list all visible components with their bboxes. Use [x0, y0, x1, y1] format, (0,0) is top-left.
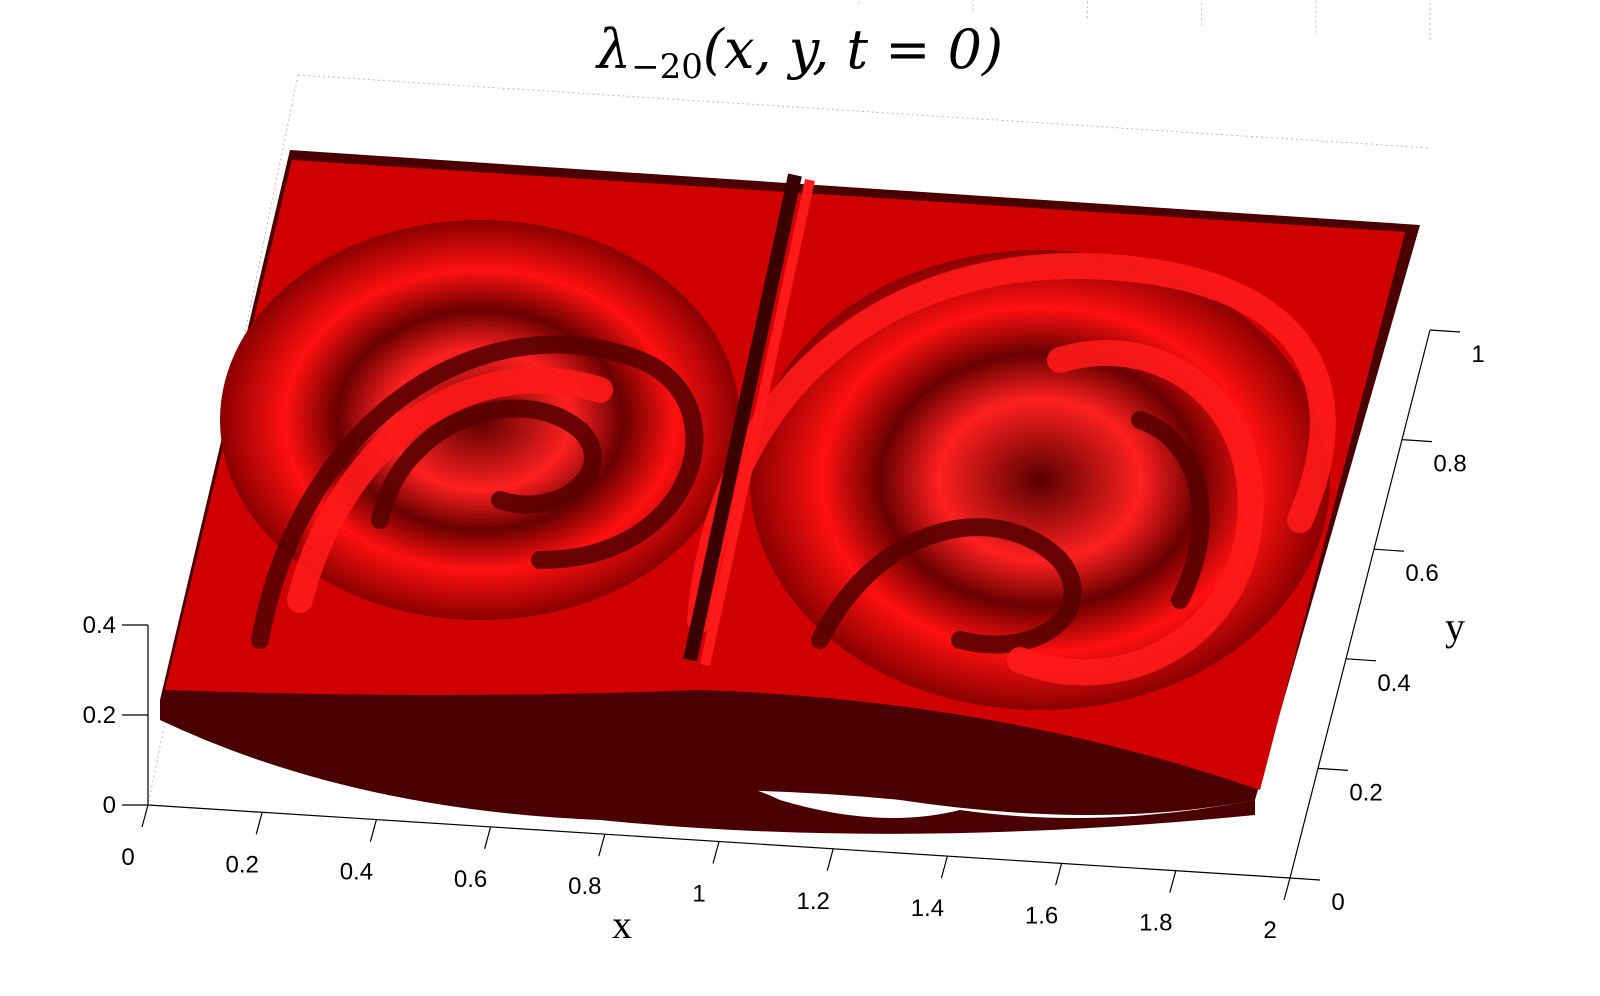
x-tick-label: 0.2 — [226, 851, 259, 878]
tick-labels: 0 0.2 0.4 0.6 0.8 1 1.2 1.4 1.6 1.8 2 0 0.2 0.4 0.6 0.8… — [83, 329, 1485, 947]
x-tick-label: 1.4 — [911, 895, 944, 922]
y-axis-line — [1289, 329, 1431, 879]
swirl-band — [1131, 411, 1210, 609]
surface-body — [160, 150, 1420, 834]
y-tick-label: 1 — [1471, 341, 1484, 368]
x-tick-mark — [484, 826, 492, 850]
y-tick-mark — [1373, 548, 1405, 552]
y-tick-label: 0.2 — [1349, 779, 1382, 806]
x-tick-mark — [255, 812, 263, 835]
y-tick-label: 0.4 — [1377, 670, 1410, 697]
center-ridge-highlight — [700, 178, 815, 667]
x-tick-mark — [1283, 877, 1291, 901]
y-tick-mark — [1289, 877, 1321, 881]
x-tick-label: 2 — [1263, 917, 1276, 944]
chart-title: λ−20(x, y, t = 0) — [0, 18, 1600, 87]
x-tick-label: 1 — [692, 881, 705, 908]
z-tick-label: 0.4 — [83, 612, 116, 639]
x-tick-mark — [940, 855, 948, 879]
x-tick-mark — [712, 841, 720, 864]
y-tick-mark — [1317, 767, 1349, 771]
x-tick-mark — [141, 804, 149, 828]
x-tick-label: 1.6 — [1025, 902, 1058, 929]
y-tick-mark — [1401, 439, 1433, 443]
y-tick-label: 0 — [1331, 889, 1344, 916]
surface-rim — [160, 700, 1255, 834]
z-tick-label: 0.2 — [83, 702, 116, 729]
x-axis-label: x — [612, 902, 632, 947]
x-tick-label: 0.4 — [340, 859, 373, 886]
swirl-band — [287, 367, 613, 613]
title-args: (x, y, t = 0) — [702, 18, 1004, 81]
y-tick-mark — [1429, 329, 1461, 333]
center-ridge — [683, 173, 802, 662]
x-tick-label: 1.2 — [797, 888, 830, 915]
x-tick-mark — [1055, 863, 1063, 886]
swirl-band — [371, 399, 602, 529]
y-tick-label: 0.8 — [1433, 451, 1466, 478]
grid-line-top — [297, 74, 1431, 149]
swirl-band — [811, 518, 1082, 654]
swirl-band — [251, 335, 704, 649]
x-tick-mark — [826, 848, 834, 871]
z-tick-label: 0 — [103, 792, 116, 819]
x-tick-label: 1.8 — [1139, 910, 1172, 937]
swirl-band — [1007, 340, 1264, 686]
y-tick-mark — [1345, 658, 1377, 662]
title-subscript: −20 — [631, 47, 703, 87]
x-tick-mark — [369, 819, 377, 842]
y-axis-label: y — [1445, 604, 1465, 649]
x-tick-label: 0.8 — [568, 873, 601, 900]
x-tick-label: 0.6 — [454, 866, 487, 893]
x-tick-mark — [1169, 870, 1177, 893]
x-tick-mark — [598, 834, 606, 857]
x-tick-label: 0 — [121, 844, 134, 871]
y-tick-label: 0.6 — [1405, 560, 1438, 587]
title-symbol: λ — [596, 18, 632, 81]
